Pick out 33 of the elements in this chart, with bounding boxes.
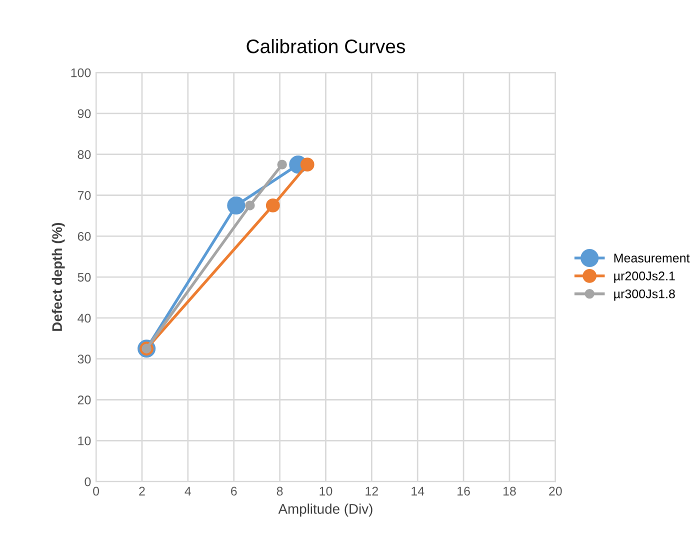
point bbox=[227, 196, 246, 214]
x-tick-label: 2 bbox=[139, 486, 145, 496]
y-tick-label: 70 bbox=[78, 191, 91, 200]
x-tick-label: 10 bbox=[320, 486, 332, 496]
x-axis-title: Amplitude (Div) bbox=[278, 504, 372, 517]
x-tick-label: 0 bbox=[93, 486, 100, 496]
x-tick-label: 14 bbox=[412, 486, 424, 496]
y-tick-label: 80 bbox=[78, 150, 91, 159]
y-tick-label: 90 bbox=[78, 109, 91, 118]
y-tick-label: 10 bbox=[78, 436, 91, 446]
chart-title: Calibration Curves bbox=[246, 39, 405, 54]
x-tick-label: 12 bbox=[366, 486, 378, 496]
legend-label: Measurement bbox=[614, 254, 690, 262]
y-tick-label: 50 bbox=[78, 272, 91, 282]
y-tick-label: 0 bbox=[84, 477, 91, 486]
y-axis-title: Defect depth (%) bbox=[52, 222, 65, 331]
point bbox=[277, 160, 287, 170]
y-tick-label: 40 bbox=[78, 314, 91, 323]
x-tick-label: 8 bbox=[276, 486, 283, 496]
y-tick-label: 100 bbox=[71, 68, 91, 78]
point bbox=[266, 198, 280, 212]
y-tick-label: 60 bbox=[78, 232, 91, 241]
x-tick-label: 20 bbox=[549, 486, 562, 496]
y-tick-label: 30 bbox=[78, 354, 91, 364]
point bbox=[245, 200, 255, 210]
legend-label: µr300Js1.8 bbox=[614, 289, 675, 301]
x-tick-label: 6 bbox=[231, 486, 237, 496]
x-tick-label: 16 bbox=[458, 486, 470, 496]
x-tick-label: 18 bbox=[503, 486, 516, 496]
y-tick-label: 20 bbox=[78, 396, 91, 404]
x-tick-label: 4 bbox=[184, 486, 192, 496]
point bbox=[300, 158, 314, 172]
legend-label: µr200Js2.1 bbox=[614, 272, 675, 283]
